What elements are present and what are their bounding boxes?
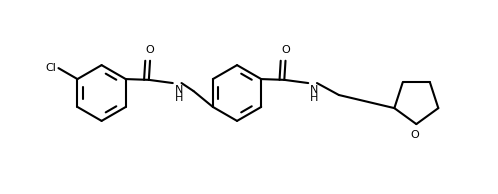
Text: O: O: [146, 45, 154, 55]
Text: Cl: Cl: [46, 63, 56, 73]
Text: H: H: [310, 94, 319, 103]
Text: H: H: [175, 94, 183, 103]
Text: N: N: [310, 85, 319, 95]
Text: O: O: [281, 45, 290, 55]
Text: O: O: [410, 131, 419, 140]
Text: N: N: [175, 85, 183, 95]
